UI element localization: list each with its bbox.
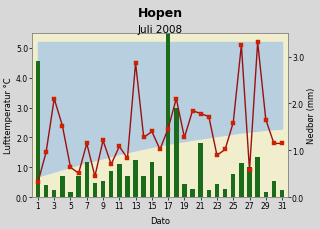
Bar	[101, 181, 105, 197]
Bar	[182, 184, 187, 197]
Bar	[255, 158, 260, 197]
Text: Juli 2008: Juli 2008	[137, 25, 183, 35]
Bar	[133, 160, 138, 197]
Bar	[76, 176, 81, 197]
Bar	[215, 184, 219, 197]
Bar	[109, 172, 113, 197]
Bar	[280, 190, 284, 197]
Bar	[52, 190, 56, 197]
Bar	[264, 193, 268, 197]
Bar	[190, 189, 195, 197]
Bar	[93, 183, 97, 197]
Bar	[141, 176, 146, 197]
Text: Hopen: Hopen	[137, 7, 183, 20]
Bar	[174, 109, 179, 197]
Bar	[223, 189, 227, 197]
Bar	[117, 165, 122, 197]
Bar	[68, 193, 73, 197]
Bar	[44, 185, 48, 197]
X-axis label: Dato: Dato	[150, 216, 170, 225]
Bar	[150, 162, 154, 197]
Bar	[36, 62, 40, 197]
Bar	[198, 144, 203, 197]
Bar	[272, 181, 276, 197]
Bar	[207, 190, 211, 197]
Bar	[231, 174, 236, 197]
Bar	[166, 6, 170, 197]
Bar	[60, 176, 65, 197]
Y-axis label: Lufttemperatur °C: Lufttemperatur °C	[4, 77, 13, 154]
Y-axis label: Nedbør (mm): Nedbør (mm)	[307, 87, 316, 144]
Bar	[239, 164, 244, 197]
Bar	[125, 176, 130, 197]
Bar	[158, 176, 162, 197]
Bar	[247, 167, 252, 197]
Bar	[84, 162, 89, 197]
